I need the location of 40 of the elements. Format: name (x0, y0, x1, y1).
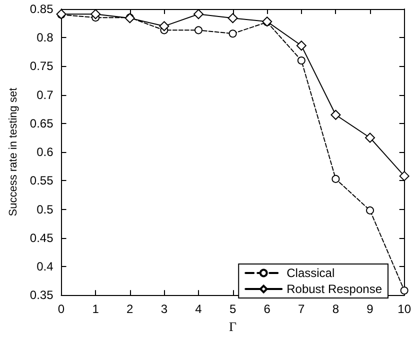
point (296, 40, 306, 51)
x-axis-title: Γ (229, 319, 238, 334)
y-axis-title: Success rate in testing set (8, 88, 20, 216)
y-tick-label: 0.35 (30, 288, 54, 302)
point (365, 132, 376, 143)
point (228, 13, 238, 24)
x-tick-label: 8 (332, 302, 340, 316)
y-tick-label: 0.85 (30, 2, 54, 16)
legend-label: Robust Response (286, 282, 382, 296)
legend-label: Classical (286, 266, 335, 280)
x-tick-label: 7 (298, 302, 306, 316)
y-tick-label: 0.45 (30, 230, 54, 245)
point (228, 30, 237, 38)
x-tick-label: 10 (398, 302, 412, 316)
y-tick-label: 0.4 (36, 259, 54, 274)
y-tick-label: 0.55 (30, 174, 54, 188)
y-tick-label: 0.65 (30, 116, 54, 130)
x-tick-label: 1 (92, 302, 100, 316)
x-tick-label: 5 (229, 302, 236, 316)
y-tick-label: 0.7 (36, 88, 54, 102)
x-tick-label: 0 (58, 302, 65, 316)
point (330, 110, 341, 120)
point (399, 171, 410, 182)
y-tick-label: 0.75 (30, 59, 54, 74)
x-tick-label: 6 (264, 302, 271, 316)
x-tick-label: 4 (195, 302, 202, 316)
x-tick-label: 3 (160, 302, 168, 316)
point (193, 9, 204, 20)
point (159, 21, 170, 32)
y-tick-label: 0.8 (36, 30, 54, 45)
x-tick-label: 9 (366, 302, 374, 316)
point (400, 286, 408, 295)
point (332, 174, 340, 183)
point (297, 56, 306, 64)
x-tick-label: 2 (126, 302, 134, 316)
point (366, 206, 374, 214)
point (90, 9, 101, 20)
point (194, 26, 202, 34)
y-tick-label: 0.6 (36, 145, 54, 160)
y-tick-label: 0.5 (36, 202, 54, 216)
